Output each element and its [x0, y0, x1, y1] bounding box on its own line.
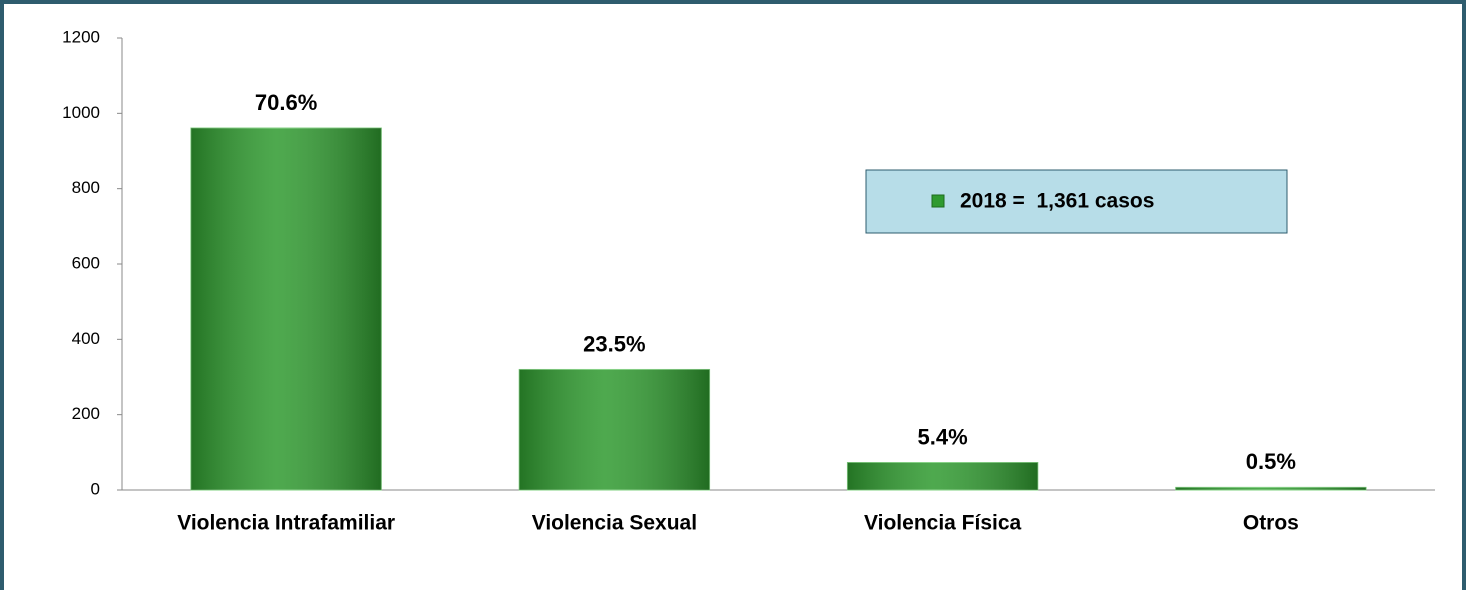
y-tick-label: 1000	[62, 103, 100, 122]
value-label: 70.6%	[255, 90, 317, 115]
bar-shade	[1175, 487, 1367, 490]
y-tick-label: 800	[72, 178, 100, 197]
bar-shade	[190, 128, 382, 491]
x-tick-label: Violencia Sexual	[532, 512, 697, 535]
value-label: 5.4%	[918, 424, 968, 449]
x-tick-label: Violencia Intrafamiliar	[177, 512, 395, 535]
value-label: 23.5%	[583, 331, 645, 356]
y-tick-label: 0	[91, 479, 100, 498]
legend-label: 2018 = 1,361 casos	[960, 190, 1154, 213]
y-tick-label: 600	[72, 253, 100, 272]
bar-shade	[519, 369, 710, 490]
y-tick-label: 1200	[62, 27, 100, 46]
y-tick-label: 400	[72, 329, 100, 348]
value-label: 0.5%	[1246, 449, 1296, 474]
x-tick-label: Otros	[1243, 512, 1299, 535]
y-tick-label: 200	[72, 404, 100, 423]
bar-shade	[847, 462, 1038, 490]
legend-swatch	[931, 194, 945, 208]
x-tick-label: Violencia Física	[864, 512, 1022, 535]
